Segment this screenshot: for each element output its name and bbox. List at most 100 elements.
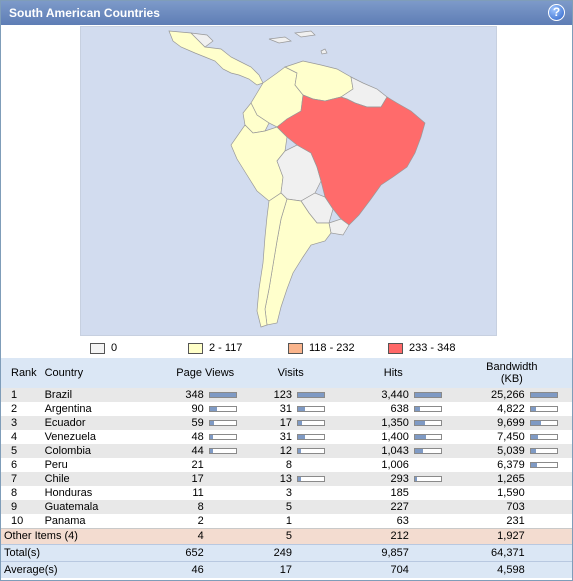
visits-bar-cell — [294, 500, 335, 514]
visits-cell: 17 — [246, 416, 294, 430]
bandwidth-cell: 1,265 — [451, 472, 527, 486]
hits-bar-cell — [410, 388, 452, 402]
page-views-bar-cell — [205, 444, 247, 458]
table-row[interactable]: 7 Chile 17 13 293 1,265 — [1, 472, 572, 486]
page-views-bar-cell — [206, 458, 247, 472]
table-row[interactable]: 5 Colombia 44 12 1,043 5,039 — [1, 444, 572, 458]
page-views-bar — [208, 434, 237, 441]
visits-bar — [297, 448, 325, 455]
visits-bar-cell — [294, 402, 335, 416]
bandwidth-bar-cell — [526, 444, 572, 458]
page-views-cell: 44 — [163, 444, 206, 458]
page-views-bar — [208, 448, 237, 455]
hits-bar-fill — [414, 407, 420, 412]
bandwidth-bar — [529, 462, 558, 469]
page-views-bar-fill — [209, 421, 215, 426]
panel-titlebar: South American Countries ? — [1, 1, 572, 25]
column-header-hits[interactable]: Hits — [334, 358, 452, 388]
page-views-cell: 59 — [163, 416, 206, 430]
other-items-row: Other Items (4) 4 5 212 1,927 — [1, 527, 572, 544]
column-header-country[interactable]: Country — [42, 358, 164, 388]
hits-bar — [413, 434, 442, 441]
hits-bar-cell — [410, 500, 452, 514]
bandwidth-bar — [529, 420, 558, 427]
hits-bar-fill — [414, 449, 423, 454]
table-row[interactable]: 8 Honduras 11 3 185 1,590 — [1, 486, 572, 500]
totals-row-visits-spacer — [294, 543, 335, 561]
page-views-cell: 90 — [191, 403, 204, 415]
visits-bar-cell — [294, 430, 335, 444]
bandwidth-bar-fill — [530, 407, 536, 412]
visits-bar-cell — [294, 458, 335, 472]
other-items-row-hits-spacer — [410, 527, 452, 544]
bandwidth-cell: 703 — [451, 500, 527, 514]
bandwidth-bar-fill — [530, 449, 536, 454]
visits-bar-fill — [298, 435, 305, 440]
hits-cell: 293 — [334, 472, 411, 486]
map-region-caribbean-islands — [268, 30, 328, 55]
table-row[interactable]: 3 Ecuador 59 17 1,350 9,699 — [1, 416, 572, 430]
averages-row-pageviews: 46 — [163, 560, 206, 578]
visits-bar-cell — [294, 444, 335, 458]
totals-row-pageviews-spacer — [205, 543, 247, 561]
hits-bar — [413, 476, 442, 483]
other-items-row-bandwidth-spacer — [526, 527, 572, 544]
rank-cell: 10 — [11, 514, 24, 527]
averages-row-hits-spacer — [410, 560, 452, 578]
country-cell: Honduras — [44, 487, 93, 499]
visits-bar — [297, 476, 325, 483]
page-views-bar-cell — [206, 514, 247, 528]
visits-bar — [297, 420, 325, 427]
hits-cell: 638 — [390, 403, 409, 415]
other-items-row-visits-spacer — [294, 527, 335, 544]
column-header-bandwidth[interactable]: Bandwidth (KB) — [451, 358, 572, 388]
map-region-honduras — [190, 32, 214, 48]
hits-bar-cell — [411, 402, 452, 416]
table-row[interactable]: 4 Venezuela 48 31 1,400 7,450 — [1, 430, 572, 444]
bandwidth-cell: 5,039 — [451, 444, 527, 458]
hits-cell: 63 — [396, 514, 409, 527]
south-america-map — [80, 26, 497, 336]
page-views-bar-cell — [206, 402, 247, 416]
hits-bar-cell — [411, 430, 452, 444]
bandwidth-cell: 25,266 — [451, 388, 527, 402]
other-items-row-label[interactable]: Other Items (4) — [1, 527, 164, 544]
averages-row-pageviews-spacer — [205, 560, 247, 578]
visits-cell: 8 — [285, 459, 292, 471]
country-cell: Brazil — [42, 388, 164, 402]
visits-bar-cell — [294, 486, 335, 500]
bandwidth-bar-cell — [526, 388, 572, 402]
visits-cell: 5 — [246, 500, 294, 514]
table-row[interactable]: 6 Peru 21 8 1,006 6,379 — [1, 458, 572, 472]
bandwidth-header-unit: (KB) — [500, 373, 523, 385]
hits-bar-fill — [414, 477, 417, 482]
page-views-cell: 21 — [191, 459, 204, 471]
legend-swatch — [188, 342, 203, 354]
help-icon[interactable]: ? — [548, 4, 565, 21]
table-row[interactable]: 1 Brazil 348 123 3,440 25,266 — [1, 388, 572, 402]
visits-cell: 13 — [246, 472, 294, 486]
other-items-row-visits: 5 — [246, 527, 294, 544]
totals-row-bandwidth: 64,371 — [451, 543, 527, 561]
legend-label: 118 - 232 — [309, 342, 355, 354]
table-row[interactable]: 10 Panama 2 1 63 231 — [1, 514, 572, 528]
visits-bar-fill — [298, 477, 301, 482]
country-stats-table: Rank Country Page Views Visits Hits Band… — [1, 358, 572, 578]
table-row[interactable]: 9 Guatemala 8 5 227 703 — [1, 500, 572, 514]
page-views-bar-fill — [209, 393, 236, 398]
hits-bar — [413, 406, 442, 413]
page-views-bar-cell — [205, 388, 247, 402]
column-header-rank[interactable]: Rank — [1, 358, 43, 388]
country-cell: Argentina — [44, 403, 92, 415]
averages-row-bandwidth: 4,598 — [451, 560, 527, 578]
visits-bar-fill — [298, 407, 305, 412]
column-header-visits[interactable]: Visits — [246, 358, 335, 388]
averages-row-label: Average(s) — [1, 560, 164, 578]
column-header-page-views[interactable]: Page Views — [163, 358, 247, 388]
map-legend: 0 2 - 117 118 - 232 233 - 348 — [1, 342, 572, 356]
other-items-row-hits: 212 — [334, 527, 411, 544]
visits-bar — [297, 392, 325, 399]
hits-cell: 1,006 — [381, 459, 409, 471]
hits-bar — [413, 448, 442, 455]
table-row[interactable]: 2 Argentina 90 31 638 4,822 — [1, 402, 572, 416]
